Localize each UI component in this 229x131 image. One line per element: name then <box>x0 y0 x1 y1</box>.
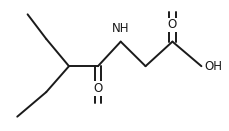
Text: O: O <box>168 18 177 31</box>
Text: NH: NH <box>112 22 129 35</box>
Text: OH: OH <box>204 60 223 73</box>
Text: O: O <box>93 82 103 95</box>
